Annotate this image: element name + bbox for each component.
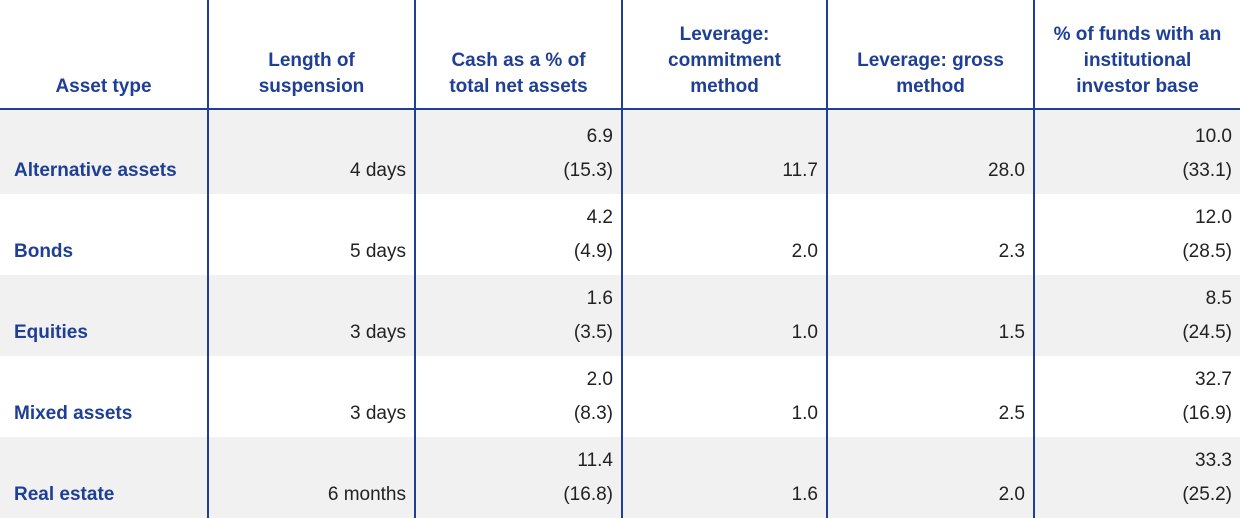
- header-line: Cash as a % of: [451, 50, 586, 71]
- institutional-cell: 12.0 (28.5): [1033, 194, 1240, 275]
- header-line: institutional: [1083, 50, 1192, 71]
- table-body: Alternative assets 4 days 6.9 (15.3) 11.7 28.…: [0, 109, 1240, 518]
- table-row: Mixed assets 3 days 2.0 (8.3) 1.0 2.5 32.7 (16.…: [0, 356, 1240, 437]
- header-line: method: [690, 76, 759, 97]
- cash-cell-value: 4.2: [586, 207, 613, 228]
- asset-type-cell: Mixed assets: [0, 356, 208, 437]
- header-line: Length of: [268, 50, 355, 71]
- header-line: investor base: [1076, 76, 1199, 97]
- cash-cell-value: (16.8): [563, 484, 613, 505]
- asset-type-cell-value: Alternative assets: [14, 160, 177, 181]
- gross-cell: 2.5: [826, 356, 1034, 437]
- header-line: Leverage:: [679, 24, 770, 45]
- institutional-cell-value: 10.0: [1195, 126, 1232, 147]
- asset-type-cell-value: Equities: [14, 322, 88, 343]
- header-line: Leverage: gross: [857, 50, 1004, 71]
- gross-cell-value: 2.0: [998, 484, 1025, 505]
- gross-cell-value: 28.0: [988, 160, 1025, 181]
- institutional-cell-value: (28.5): [1182, 241, 1232, 262]
- asset-type-cell-value: Mixed assets: [14, 403, 133, 424]
- header-length-of-suspension: Length of suspension: [207, 0, 415, 110]
- header-asset-type: Asset type: [0, 0, 208, 110]
- commitment-cell: 11.7: [621, 109, 827, 194]
- asset-type-cell: Bonds: [0, 194, 208, 275]
- commitment-cell: 1.6: [621, 437, 827, 518]
- header-line: Asset type: [55, 76, 152, 97]
- commitment-cell: 1.0: [621, 356, 827, 437]
- suspension-cell: 3 days: [207, 356, 415, 437]
- gross-cell: 2.0: [826, 437, 1034, 518]
- commitment-cell-value: 1.0: [791, 322, 818, 343]
- suspension-cell-value: 4 days: [350, 160, 406, 181]
- cash-cell-value: 11.4: [577, 450, 613, 471]
- commitment-cell: 2.0: [621, 194, 827, 275]
- header-line: method: [896, 76, 965, 97]
- gross-cell: 1.5: [826, 275, 1034, 356]
- header-leverage-commitment: Leverage: commitment method: [621, 0, 827, 110]
- institutional-cell-value: 32.7: [1195, 369, 1232, 390]
- header-line: total net assets: [449, 76, 588, 97]
- commitment-cell-value: 1.0: [791, 403, 818, 424]
- institutional-cell-value: 8.5: [1205, 288, 1232, 309]
- gross-cell-value: 2.3: [998, 241, 1025, 262]
- cash-cell-value: 2.0: [586, 369, 613, 390]
- cash-cell-value: (15.3): [563, 160, 613, 181]
- commitment-cell-value: 11.7: [782, 160, 818, 181]
- institutional-cell-value: (25.2): [1182, 484, 1232, 505]
- cash-cell: 4.2 (4.9): [414, 194, 622, 275]
- suspension-cell: 6 months: [207, 437, 415, 518]
- cash-cell-value: 6.9: [586, 126, 613, 147]
- header-line: commitment: [668, 50, 781, 71]
- table-row: Real estate 6 months 11.4 (16.8) 1.6 2.0 33.3 (…: [0, 437, 1240, 518]
- header-line: % of funds with an: [1053, 24, 1222, 45]
- header-line: suspension: [258, 76, 365, 97]
- suspension-cell: 3 days: [207, 275, 415, 356]
- asset-type-cell: Alternative assets: [0, 109, 208, 194]
- gross-cell-value: 2.5: [998, 403, 1025, 424]
- suspension-cell-value: 3 days: [350, 322, 406, 343]
- header-row: Asset type Length of suspension Cash as a %…: [0, 0, 1240, 110]
- gross-cell: 2.3: [826, 194, 1034, 275]
- asset-type-cell-value: Real estate: [14, 484, 115, 505]
- suspension-cell-value: 6 months: [327, 484, 406, 505]
- cash-cell: 11.4 (16.8): [414, 437, 622, 518]
- table-row: Alternative assets 4 days 6.9 (15.3) 11.7 28.…: [0, 109, 1240, 194]
- cash-cell-value: (4.9): [573, 241, 613, 262]
- institutional-cell-value: 12.0: [1195, 207, 1232, 228]
- table-header: Asset type Length of suspension Cash as a %…: [0, 0, 1240, 110]
- institutional-cell-value: (33.1): [1182, 160, 1232, 181]
- header-institutional-base: % of funds with an institutional investor …: [1033, 0, 1240, 110]
- cash-cell-value: 1.6: [586, 288, 613, 309]
- suspension-cell: 4 days: [207, 109, 415, 194]
- institutional-cell: 32.7 (16.9): [1033, 356, 1240, 437]
- cash-cell-value: (8.3): [573, 403, 613, 424]
- institutional-cell-value: (16.9): [1182, 403, 1232, 424]
- asset-type-cell: Real estate: [0, 437, 208, 518]
- table-row: Bonds 5 days 4.2 (4.9) 2.0 2.3 12.0 (28.5): [0, 194, 1240, 275]
- cash-cell: 6.9 (15.3): [414, 109, 622, 194]
- institutional-cell: 10.0 (33.1): [1033, 109, 1240, 194]
- institutional-cell: 8.5 (24.5): [1033, 275, 1240, 356]
- institutional-cell: 33.3 (25.2): [1033, 437, 1240, 518]
- header-cash: Cash as a % of total net assets: [414, 0, 622, 110]
- suspension-cell-value: 5 days: [350, 241, 406, 262]
- commitment-cell-value: 1.6: [791, 484, 818, 505]
- asset-type-cell: Equities: [0, 275, 208, 356]
- commitment-cell-value: 2.0: [791, 241, 818, 262]
- institutional-cell-value: (24.5): [1182, 322, 1232, 343]
- gross-cell-value: 1.5: [998, 322, 1025, 343]
- asset-type-cell-value: Bonds: [14, 241, 74, 262]
- commitment-cell: 1.0: [621, 275, 827, 356]
- gross-cell: 28.0: [826, 109, 1034, 194]
- suspension-cell-value: 3 days: [350, 403, 406, 424]
- header-leverage-gross: Leverage: gross method: [826, 0, 1034, 110]
- cash-cell-value: (3.5): [573, 322, 613, 343]
- cash-cell: 2.0 (8.3): [414, 356, 622, 437]
- table-row: Equities 3 days 1.6 (3.5) 1.0 1.5 8.5 (24.5): [0, 275, 1240, 356]
- cash-cell: 1.6 (3.5): [414, 275, 622, 356]
- institutional-cell-value: 33.3: [1195, 450, 1232, 471]
- suspension-cell: 5 days: [207, 194, 415, 275]
